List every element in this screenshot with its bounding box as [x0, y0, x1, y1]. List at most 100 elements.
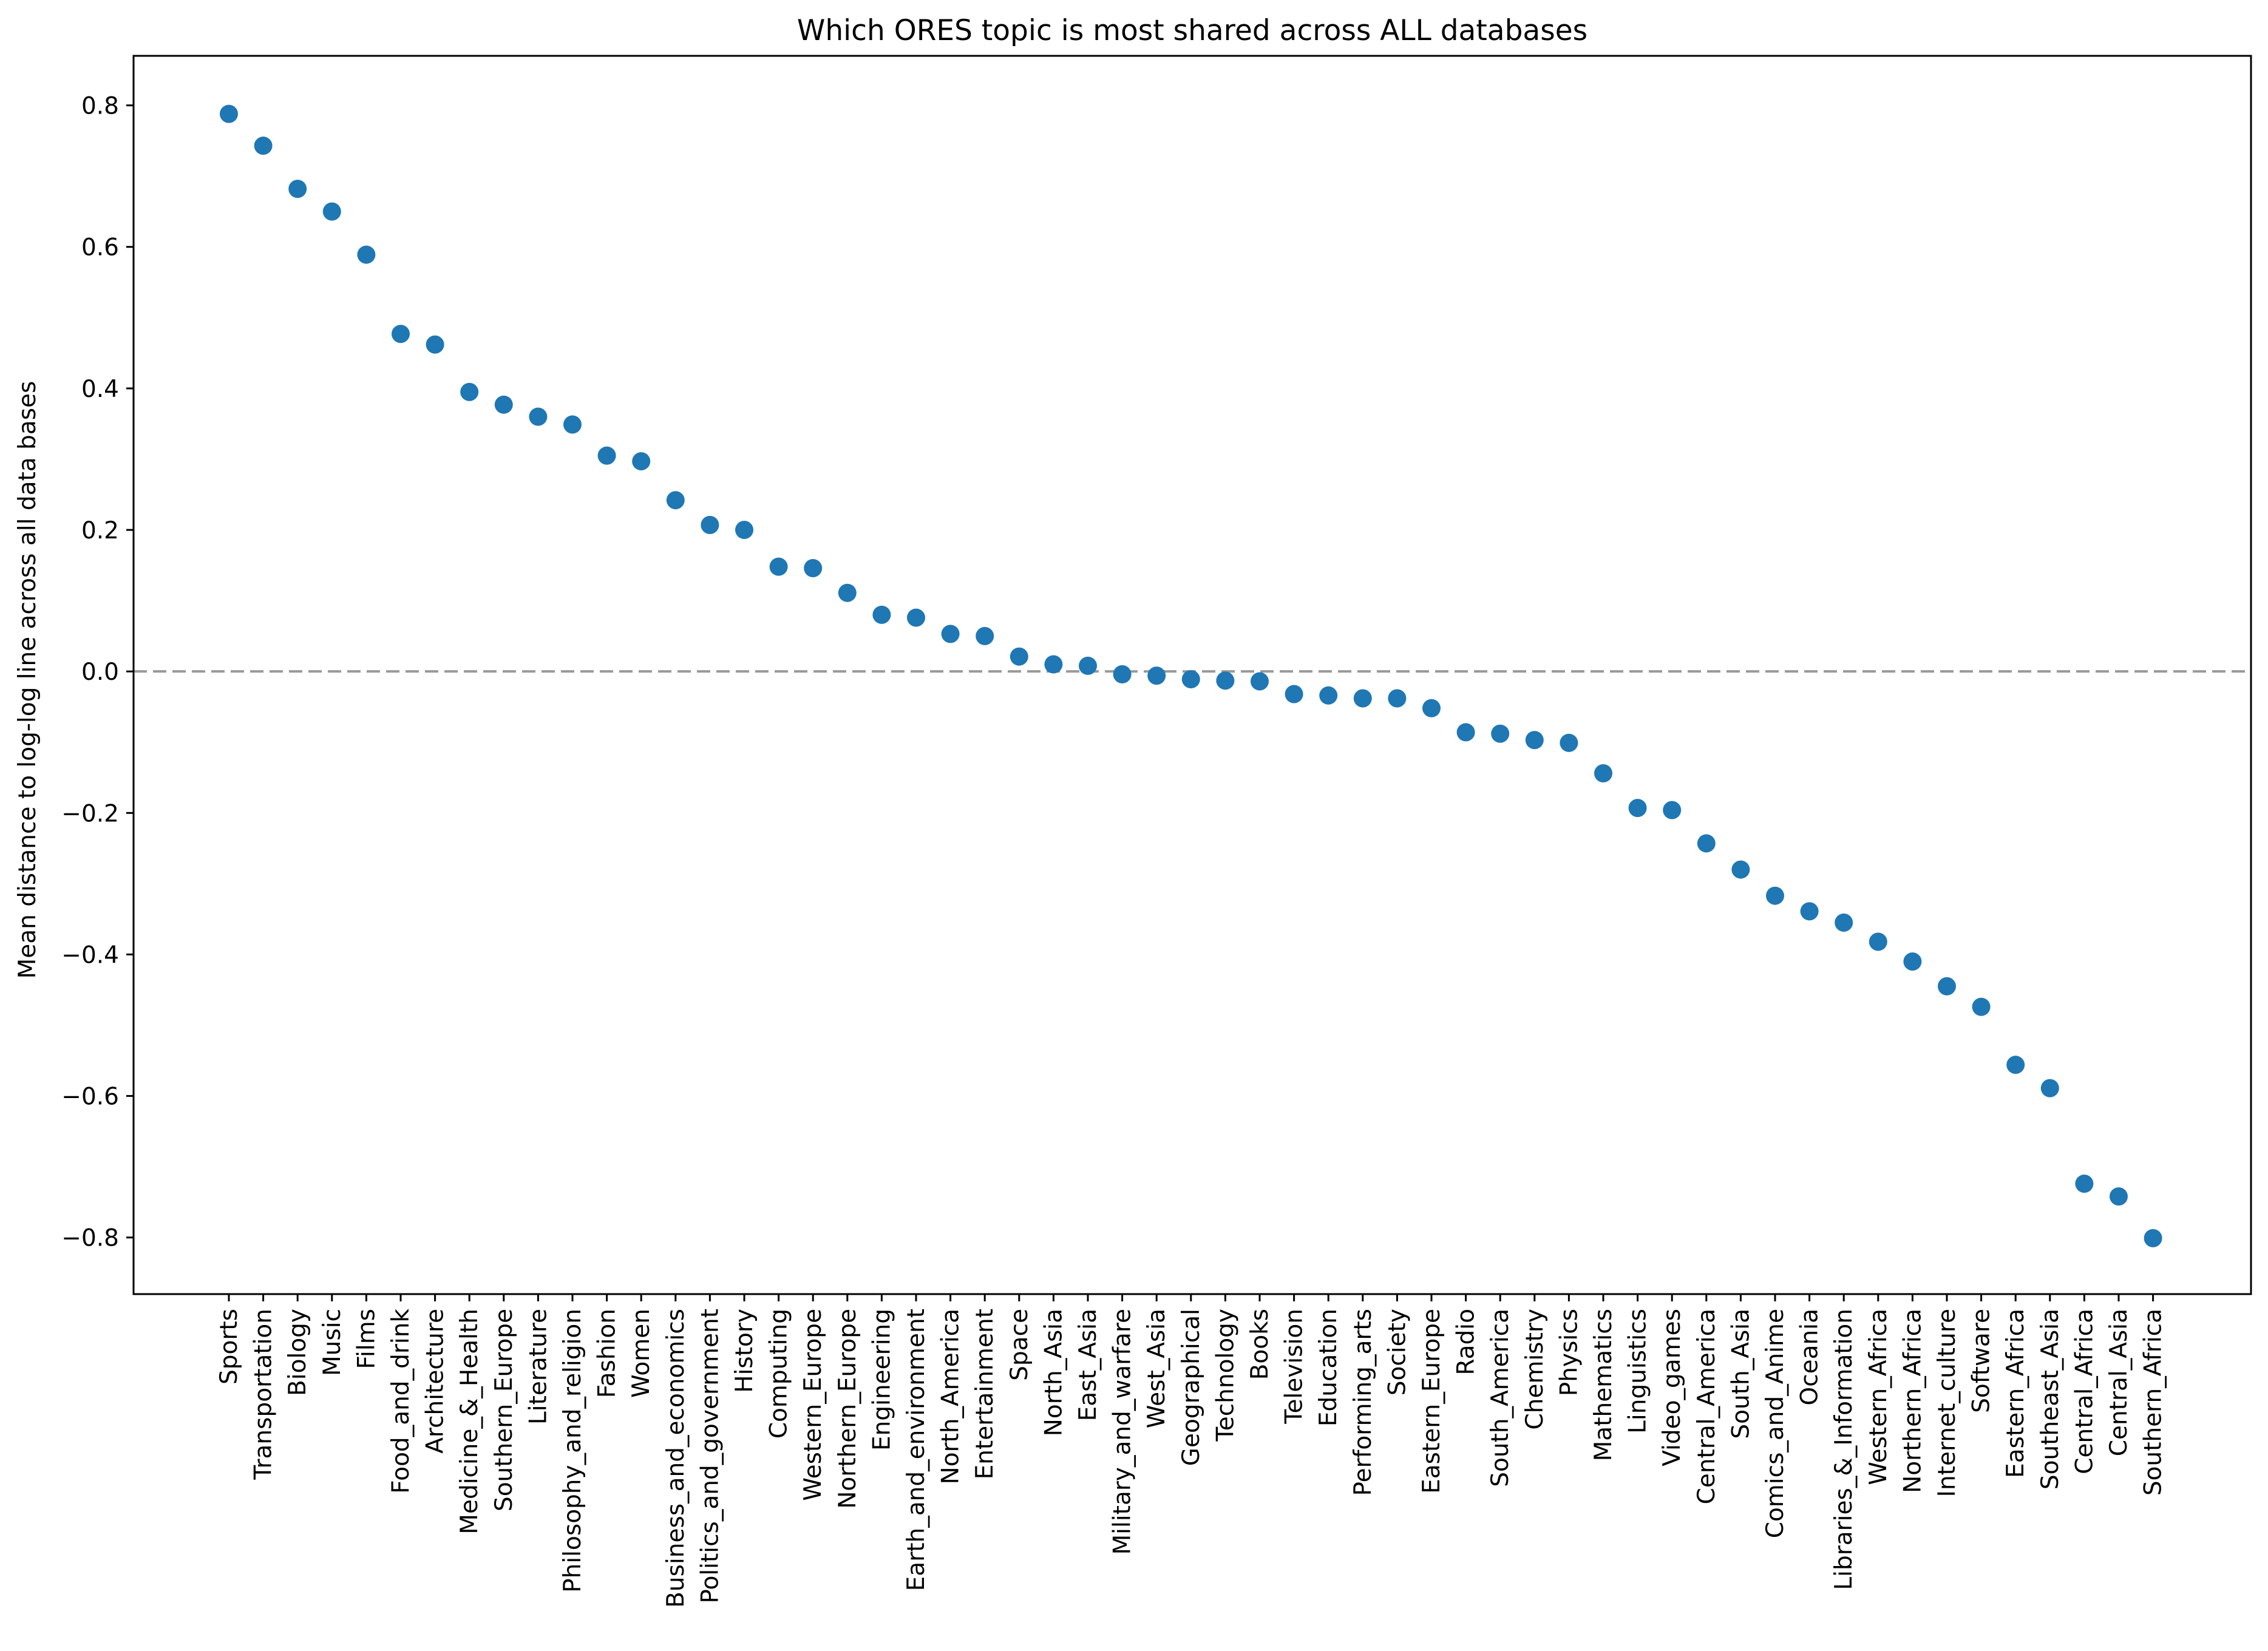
data-point	[976, 626, 994, 645]
data-point	[1869, 932, 1887, 951]
data-point	[907, 608, 925, 627]
x-tick-label: Architecture	[422, 1309, 449, 1454]
data-point	[220, 104, 238, 123]
x-tick-label: History	[731, 1309, 758, 1393]
x-axis: Sports Transportation Biology Music Films Foo…	[216, 1294, 2167, 1608]
y-tick-label: −0.4	[61, 941, 119, 969]
data-point	[1181, 670, 1200, 688]
data-point	[1938, 977, 1956, 995]
x-tick-label: Libraries_&_Information	[1830, 1309, 1858, 1590]
data-points	[220, 104, 2162, 1247]
y-axis: −0.8 −0.6 −0.4 −0.2 0.0 0.2 0.4 0.6 0.8	[61, 93, 134, 1252]
x-tick-label: North_Asia	[1040, 1309, 1067, 1436]
data-point	[1456, 723, 1475, 742]
x-tick-label: Performing_arts	[1350, 1309, 1377, 1496]
data-point	[701, 515, 719, 534]
data-point	[322, 202, 341, 221]
data-point	[392, 325, 410, 344]
data-point	[1628, 799, 1647, 818]
data-point	[1731, 860, 1750, 879]
x-tick-label: West_Asia	[1143, 1309, 1170, 1428]
y-tick-label: 0.0	[81, 659, 119, 686]
x-tick-label: Literature	[525, 1309, 552, 1425]
data-point	[426, 335, 444, 354]
data-point	[494, 395, 513, 414]
x-tick-label: Eastern_Africa	[2002, 1309, 2029, 1478]
x-tick-label: Southeast_Asia	[2037, 1309, 2064, 1490]
x-tick-label: Western_Africa	[1865, 1309, 1892, 1485]
data-point	[1697, 834, 1716, 853]
data-point	[1766, 886, 1784, 905]
data-point	[2110, 1187, 2128, 1206]
data-point	[563, 415, 582, 434]
x-tick-label: Military_and_warfare	[1109, 1309, 1136, 1554]
y-tick-label: 0.4	[81, 376, 119, 403]
data-point	[1251, 672, 1269, 691]
x-tick-label: Northern_Africa	[1899, 1309, 1926, 1493]
x-tick-label: Business_and_economics	[662, 1309, 690, 1608]
x-tick-label: South_Asia	[1727, 1309, 1754, 1439]
x-tick-label: Eastern_Europe	[1418, 1309, 1445, 1494]
data-point	[1216, 671, 1235, 690]
data-point	[2075, 1175, 2094, 1193]
data-point	[529, 407, 548, 426]
data-point	[1319, 686, 1338, 705]
x-tick-label: Physics	[1555, 1309, 1583, 1396]
data-point	[872, 605, 891, 624]
x-tick-label: Medicine_&_Health	[456, 1309, 483, 1534]
data-point	[1422, 699, 1441, 717]
x-tick-label: East_Asia	[1075, 1309, 1102, 1421]
plot-area-frame	[132, 55, 2252, 1295]
x-tick-label: Music	[319, 1309, 346, 1376]
data-point	[769, 557, 788, 576]
x-tick-label: Video_games	[1659, 1309, 1686, 1466]
x-tick-label: Central_Africa	[2071, 1309, 2098, 1474]
data-point	[1113, 665, 1132, 683]
x-tick-label: Western_Europe	[800, 1309, 827, 1501]
x-tick-label: Fashion	[594, 1309, 621, 1398]
data-point	[2144, 1229, 2162, 1247]
y-tick-label: −0.2	[61, 800, 119, 827]
x-tick-label: Southern_Europe	[491, 1309, 518, 1511]
data-point	[288, 180, 307, 198]
data-point	[1388, 689, 1407, 708]
data-point	[1491, 724, 1510, 743]
data-point	[1663, 801, 1682, 819]
data-point	[666, 491, 685, 510]
x-tick-label: Sports	[216, 1309, 243, 1385]
x-tick-label: Internet_culture	[1934, 1309, 1961, 1497]
data-point	[941, 625, 960, 643]
data-point	[1800, 902, 1819, 921]
data-point	[1010, 647, 1028, 666]
x-tick-label: Education	[1315, 1309, 1342, 1426]
y-tick-label: 0.6	[81, 234, 119, 262]
data-point	[632, 452, 651, 470]
x-tick-label: Mathematics	[1590, 1309, 1617, 1461]
x-tick-label: Central_America	[1693, 1309, 1720, 1504]
data-point	[2040, 1079, 2059, 1097]
x-tick-label: Computing	[766, 1309, 793, 1439]
x-tick-label: Philosophy_and_religion	[559, 1309, 586, 1593]
x-tick-label: South_America	[1487, 1309, 1514, 1487]
data-point	[460, 382, 479, 401]
x-tick-label: Comics_and_Anime	[1762, 1309, 1789, 1538]
data-point	[1044, 655, 1063, 674]
data-point	[1353, 689, 1372, 708]
x-tick-label: Films	[353, 1309, 380, 1369]
x-tick-label: Radio	[1453, 1309, 1480, 1375]
x-tick-label: North_America	[937, 1309, 965, 1484]
x-tick-label: Food_and_drink	[387, 1309, 415, 1494]
data-point	[1560, 733, 1578, 752]
data-point	[1147, 666, 1166, 685]
y-tick-label: −0.6	[61, 1083, 119, 1111]
x-tick-label: Southern_Africa	[2140, 1309, 2167, 1496]
data-point	[1285, 685, 1303, 703]
data-point	[1972, 997, 1991, 1016]
chart-title: Which ORES topic is most shared across A…	[797, 14, 1587, 47]
x-tick-label: Technology	[1212, 1309, 1239, 1442]
x-tick-label: Biology	[284, 1309, 311, 1396]
x-tick-label: Linguistics	[1625, 1309, 1652, 1434]
x-tick-label: Geographical	[1178, 1309, 1205, 1466]
